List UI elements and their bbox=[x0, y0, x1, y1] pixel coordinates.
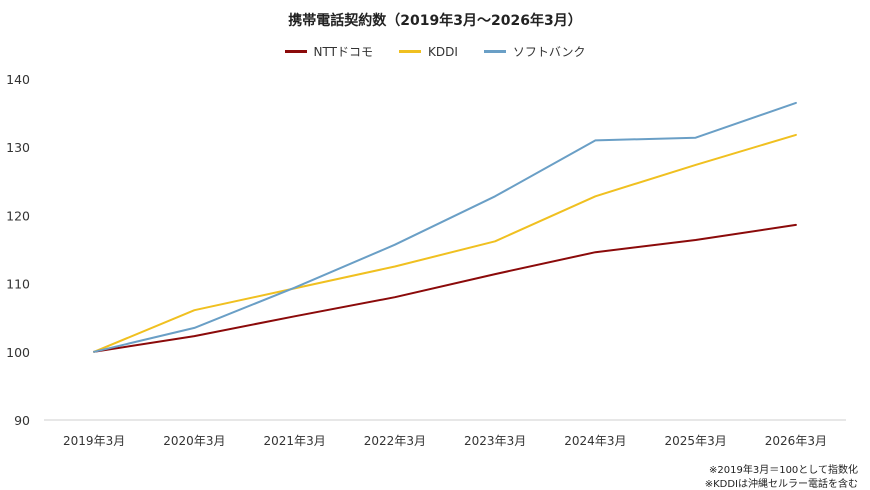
series-line-1 bbox=[93, 133, 797, 353]
x-tick-label: 2023年3月 bbox=[464, 434, 526, 448]
x-tick-label: 2020年3月 bbox=[163, 434, 225, 448]
legend-swatch-kddi bbox=[398, 50, 421, 53]
legend-swatch-docomo bbox=[284, 50, 307, 53]
x-tick-label: 2019年3月 bbox=[63, 434, 125, 448]
legend-label-kddi: KDDI bbox=[427, 44, 458, 59]
x-tick-label: 2026年3月 bbox=[765, 434, 827, 448]
series-line-0 bbox=[93, 223, 797, 353]
legend-swatch-softbank bbox=[483, 50, 506, 53]
legend-item-docomo: NTTドコモ bbox=[284, 43, 373, 60]
y-tick-label: 140 bbox=[6, 72, 30, 87]
legend: NTTドコモ KDDI ソフトバンク bbox=[0, 43, 870, 60]
y-tick-label: 90 bbox=[14, 413, 30, 428]
legend-label-docomo: NTTドコモ bbox=[313, 45, 373, 59]
y-tick-label: 100 bbox=[6, 345, 30, 360]
legend-item-kddi: KDDI bbox=[398, 43, 458, 60]
series-line-2 bbox=[93, 101, 797, 353]
x-tick-label: 2025年3月 bbox=[665, 434, 727, 448]
x-tick-label: 2021年3月 bbox=[264, 434, 326, 448]
chart-title: 携帯電話契約数（2019年3月～2026年3月） bbox=[288, 13, 582, 29]
x-tick-label: 2024年3月 bbox=[564, 434, 626, 448]
y-tick-label: 120 bbox=[6, 208, 30, 223]
y-tick-label: 130 bbox=[6, 140, 30, 155]
footnote-kddi: ※KDDIは沖縄セルラー電話を含む bbox=[704, 479, 858, 490]
legend-label-softbank: ソフトバンク bbox=[512, 45, 586, 59]
legend-item-softbank: ソフトバンク bbox=[483, 43, 586, 60]
y-tick-label: 110 bbox=[6, 277, 30, 292]
footnote-index: ※2019年3月＝100として指数化 bbox=[709, 465, 858, 476]
x-tick-label: 2022年3月 bbox=[364, 434, 426, 448]
